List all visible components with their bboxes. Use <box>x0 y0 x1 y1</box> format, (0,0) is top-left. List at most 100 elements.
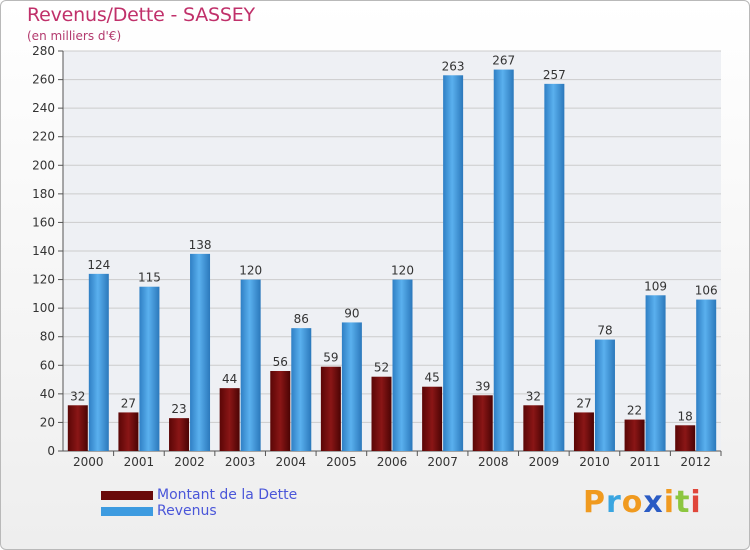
data-label-dette: 23 <box>171 402 186 416</box>
data-label-revenus: 263 <box>442 59 465 73</box>
legend-item-dette: Montant de la Dette <box>101 487 297 503</box>
y-tick-label: 40 <box>40 387 55 401</box>
bar-revenus <box>392 279 413 451</box>
bar-dette <box>472 395 493 451</box>
data-labels: 32 124 27 115 23 138 44 120 56 86 59 90 52 120 45 263 39… <box>70 54 717 424</box>
data-label-revenus: 115 <box>138 271 161 285</box>
y-tick-label: 140 <box>32 244 55 258</box>
y-tick-label: 100 <box>32 301 55 315</box>
x-tick-label: 2010 <box>579 455 610 469</box>
chart-title: Revenus/Dette - SASSEY <box>27 4 255 26</box>
y-tick-label: 60 <box>40 358 55 372</box>
x-tick-label: 2001 <box>124 455 155 469</box>
y-tick-label: 120 <box>32 273 55 287</box>
data-label-revenus: 106 <box>695 284 718 298</box>
bar-revenus <box>291 328 312 451</box>
data-label-revenus: 124 <box>87 258 110 272</box>
x-tick-label: 2012 <box>680 455 711 469</box>
bar-dette <box>675 425 696 451</box>
logo-letter: x <box>643 485 664 520</box>
x-tick-label: 2011 <box>630 455 661 469</box>
y-tick-label: 220 <box>32 130 55 144</box>
proxiti-logo: Proxiti <box>583 485 702 520</box>
chart-subtitle: (en milliers d'€) <box>27 29 122 43</box>
logo-letter: P <box>583 485 606 520</box>
bar-revenus <box>594 339 615 451</box>
data-label-dette: 44 <box>222 372 237 386</box>
bar-dette <box>573 412 594 451</box>
bar-dette <box>320 366 341 451</box>
bar-revenus <box>88 273 109 451</box>
data-label-revenus: 267 <box>492 54 515 68</box>
bar-dette <box>523 405 544 451</box>
bar-dette <box>422 386 443 451</box>
y-tick-label: 280 <box>32 44 55 58</box>
data-label-dette: 59 <box>323 351 338 365</box>
data-label-revenus: 86 <box>294 312 309 326</box>
x-tick-label: 2003 <box>225 455 256 469</box>
x-tick-label: 2002 <box>174 455 205 469</box>
y-tick-label: 180 <box>32 187 55 201</box>
data-label-dette: 22 <box>627 404 642 418</box>
data-label-dette: 27 <box>576 396 591 410</box>
data-label-revenus: 257 <box>543 68 566 82</box>
legend: Montant de la Dette Revenus <box>101 487 297 519</box>
data-label-revenus: 120 <box>391 264 414 278</box>
data-label-dette: 27 <box>121 396 136 410</box>
data-label-dette: 56 <box>273 355 288 369</box>
logo-letter: r <box>606 485 622 520</box>
data-label-dette: 39 <box>475 379 490 393</box>
logo-letter: t <box>675 485 691 520</box>
bar-revenus <box>443 75 464 452</box>
data-label-revenus: 90 <box>344 306 359 320</box>
y-tick-label: 160 <box>32 215 55 229</box>
bar-revenus <box>190 253 211 451</box>
y-tick-label: 0 <box>47 444 55 458</box>
bar-dette <box>169 418 190 451</box>
grid-lines <box>63 50 721 423</box>
x-tick-label: 2005 <box>326 455 357 469</box>
bar-revenus <box>341 322 362 451</box>
bar-revenus <box>696 299 717 451</box>
bar-dette <box>67 405 88 451</box>
data-label-dette: 45 <box>424 371 439 385</box>
logo-letter: i <box>663 485 676 520</box>
data-label-revenus: 78 <box>597 324 612 338</box>
bar-dette <box>270 371 291 451</box>
data-label-revenus: 138 <box>189 238 212 252</box>
bar-revenus <box>544 83 565 451</box>
data-label-revenus: 109 <box>644 279 667 293</box>
data-label-dette: 52 <box>374 361 389 375</box>
bar-revenus <box>139 286 160 451</box>
bar-dette <box>624 419 645 451</box>
bar-revenus <box>645 295 666 451</box>
bars <box>67 69 717 452</box>
legend-swatch-dette <box>101 490 153 500</box>
data-label-dette: 32 <box>70 389 85 403</box>
data-label-dette: 18 <box>678 409 693 423</box>
legend-label-dette: Montant de la Dette <box>157 487 298 503</box>
y-tick-label: 240 <box>32 101 55 115</box>
data-label-dette: 32 <box>526 389 541 403</box>
legend-swatch-revenus <box>101 506 153 516</box>
y-tick-label: 200 <box>32 158 55 172</box>
y-tick-label: 80 <box>40 330 55 344</box>
x-tick-label: 2004 <box>275 455 306 469</box>
y-tick-label: 260 <box>32 73 55 87</box>
bar-dette <box>219 388 240 451</box>
bar-revenus <box>493 69 514 452</box>
data-label-revenus: 120 <box>239 264 262 278</box>
bar-dette <box>118 412 139 451</box>
x-tick-label: 2008 <box>478 455 509 469</box>
x-tick-label: 2007 <box>427 455 458 469</box>
logo-letter: i <box>690 485 702 520</box>
x-tick-label: 2006 <box>377 455 408 469</box>
legend-item-revenus: Revenus <box>101 503 297 519</box>
bar-dette <box>371 376 392 451</box>
y-tick-label: 20 <box>40 415 55 429</box>
legend-label-revenus: Revenus <box>157 503 217 519</box>
x-tick-label: 2009 <box>529 455 560 469</box>
bar-revenus <box>240 279 261 451</box>
